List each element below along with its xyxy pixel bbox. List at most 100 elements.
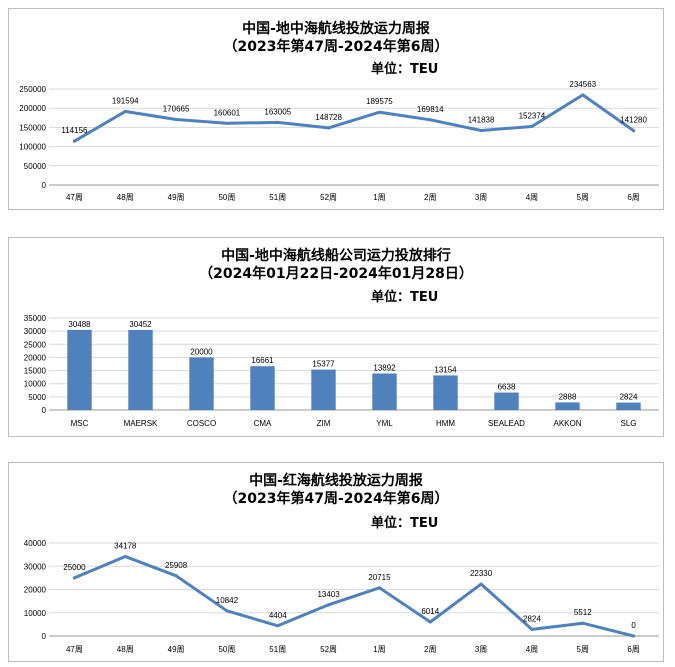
y-tick-label: 20000 <box>24 586 47 595</box>
data-point <box>327 603 331 607</box>
bar <box>250 366 275 410</box>
data-label: 13892 <box>373 363 396 372</box>
data-point <box>72 139 76 143</box>
data-point <box>479 582 483 586</box>
data-label: 20715 <box>368 573 391 582</box>
bar <box>311 369 336 410</box>
x-tick-label: 49周 <box>168 193 185 202</box>
data-label: 5512 <box>574 608 592 617</box>
bar <box>128 329 153 410</box>
x-tick-label: 2周 <box>424 645 436 654</box>
x-tick-label: 47周 <box>66 193 83 202</box>
data-label: 2824 <box>620 393 638 402</box>
x-tick-label: MSC <box>71 419 89 428</box>
data-label: 25908 <box>165 561 188 570</box>
chart-title: 中国-地中海航线船公司运力投放排行 <box>221 248 451 264</box>
data-point <box>225 609 229 613</box>
y-tick-label: 100000 <box>19 143 46 152</box>
x-tick-label: CMA <box>254 419 272 428</box>
unit-label: 单位：TEU <box>371 516 439 531</box>
x-tick-label: 50周 <box>218 193 235 202</box>
data-point <box>530 627 534 631</box>
y-tick-label: 10000 <box>24 380 47 389</box>
data-label: 2888 <box>559 392 577 401</box>
unit-label: 单位：TEU <box>371 290 439 305</box>
y-tick-label: 40000 <box>24 539 47 548</box>
x-tick-label: MAERSK <box>124 419 158 428</box>
x-tick-label: 48周 <box>117 193 134 202</box>
data-label: 169814 <box>417 105 444 114</box>
data-label: 10842 <box>216 596 239 605</box>
x-tick-label: 49周 <box>168 645 185 654</box>
chart-title: 中国-地中海航线投放运力周报 <box>242 21 430 37</box>
unit-label: 单位：TEU <box>371 62 439 77</box>
bar <box>616 402 641 410</box>
data-label: 22330 <box>470 569 493 578</box>
x-tick-label: 3周 <box>475 193 487 202</box>
data-point <box>72 576 76 580</box>
data-label: 2824 <box>523 614 541 623</box>
carrier-ranking-chart-panel: 中国-地中海航线船公司运力投放排行 （2024年01月22日-2024年01月2… <box>8 237 664 437</box>
x-tick-label: 4周 <box>526 645 538 654</box>
data-point <box>377 110 381 114</box>
y-tick-label: 35000 <box>24 314 47 323</box>
y-tick-label: 20000 <box>24 353 47 362</box>
data-point <box>123 109 127 113</box>
chart-subtitle: （2023年第47周-2024年第6周） <box>223 491 449 507</box>
data-point <box>428 118 432 122</box>
x-tick-label: 51周 <box>269 193 286 202</box>
bar <box>372 373 397 410</box>
data-point <box>276 624 280 628</box>
data-label: 13403 <box>317 590 340 599</box>
y-tick-label: 150000 <box>19 123 46 132</box>
data-label: 170665 <box>163 104 190 113</box>
chart-subtitle: （2024年01月22日-2024年01月28日） <box>199 266 473 282</box>
data-point <box>174 574 178 578</box>
x-tick-label: YML <box>376 419 393 428</box>
bar <box>189 357 214 410</box>
data-label: 0 <box>631 621 636 630</box>
red-sea-weekly-chart-panel: 中国-红海航线投放运力周报 （2023年第47周-2024年第6周） 单位：TE… <box>8 462 664 662</box>
mediterranean-weekly-chart-panel: 中国-地中海航线投放运力周报 （2023年第47周-2024年第6周） 单位：T… <box>8 8 664 210</box>
y-tick-label: 0 <box>42 632 47 641</box>
data-label: 114156 <box>61 126 88 135</box>
x-tick-label: 2周 <box>424 193 436 202</box>
bar <box>494 392 519 410</box>
data-point <box>225 121 229 125</box>
data-label: 20000 <box>190 347 213 356</box>
data-point <box>530 124 534 128</box>
y-tick-label: 30000 <box>24 327 47 336</box>
x-tick-label: 51周 <box>269 645 286 654</box>
bar <box>433 375 458 410</box>
x-tick-label: 1周 <box>373 645 385 654</box>
x-tick-label: 6周 <box>627 193 639 202</box>
x-tick-label: 5周 <box>577 645 589 654</box>
data-label: 30452 <box>129 320 152 329</box>
data-label: 189575 <box>366 97 393 106</box>
series-line <box>72 93 636 143</box>
data-label: 152374 <box>519 111 546 120</box>
data-label: 25000 <box>63 563 86 572</box>
data-label: 4404 <box>269 611 287 620</box>
x-tick-label: ZIM <box>317 419 331 428</box>
data-label: 15377 <box>312 360 335 369</box>
y-tick-label: 250000 <box>19 85 46 94</box>
x-tick-label: 5周 <box>577 193 589 202</box>
data-label: 141280 <box>620 116 647 125</box>
data-label: 6014 <box>421 607 439 616</box>
data-point <box>632 129 636 133</box>
data-label: 148728 <box>315 113 342 122</box>
data-point <box>377 586 381 590</box>
data-point <box>581 621 585 625</box>
y-tick-label: 0 <box>42 406 47 415</box>
y-tick-label: 50000 <box>24 162 47 171</box>
x-tick-label: 47周 <box>66 645 83 654</box>
x-tick-label: 6周 <box>627 645 639 654</box>
y-tick-label: 200000 <box>19 104 46 113</box>
data-point <box>479 129 483 133</box>
data-point <box>581 93 585 97</box>
bar-chart: 0 5000 10000 15000 20000 25000 30000 35000 MSC MA… <box>24 314 659 428</box>
line-chart: 0 50000 100000 150000 200000 250000 47周 48周 49周 5… <box>19 80 659 202</box>
x-tick-label: 48周 <box>117 645 134 654</box>
data-label: 30488 <box>68 320 91 329</box>
